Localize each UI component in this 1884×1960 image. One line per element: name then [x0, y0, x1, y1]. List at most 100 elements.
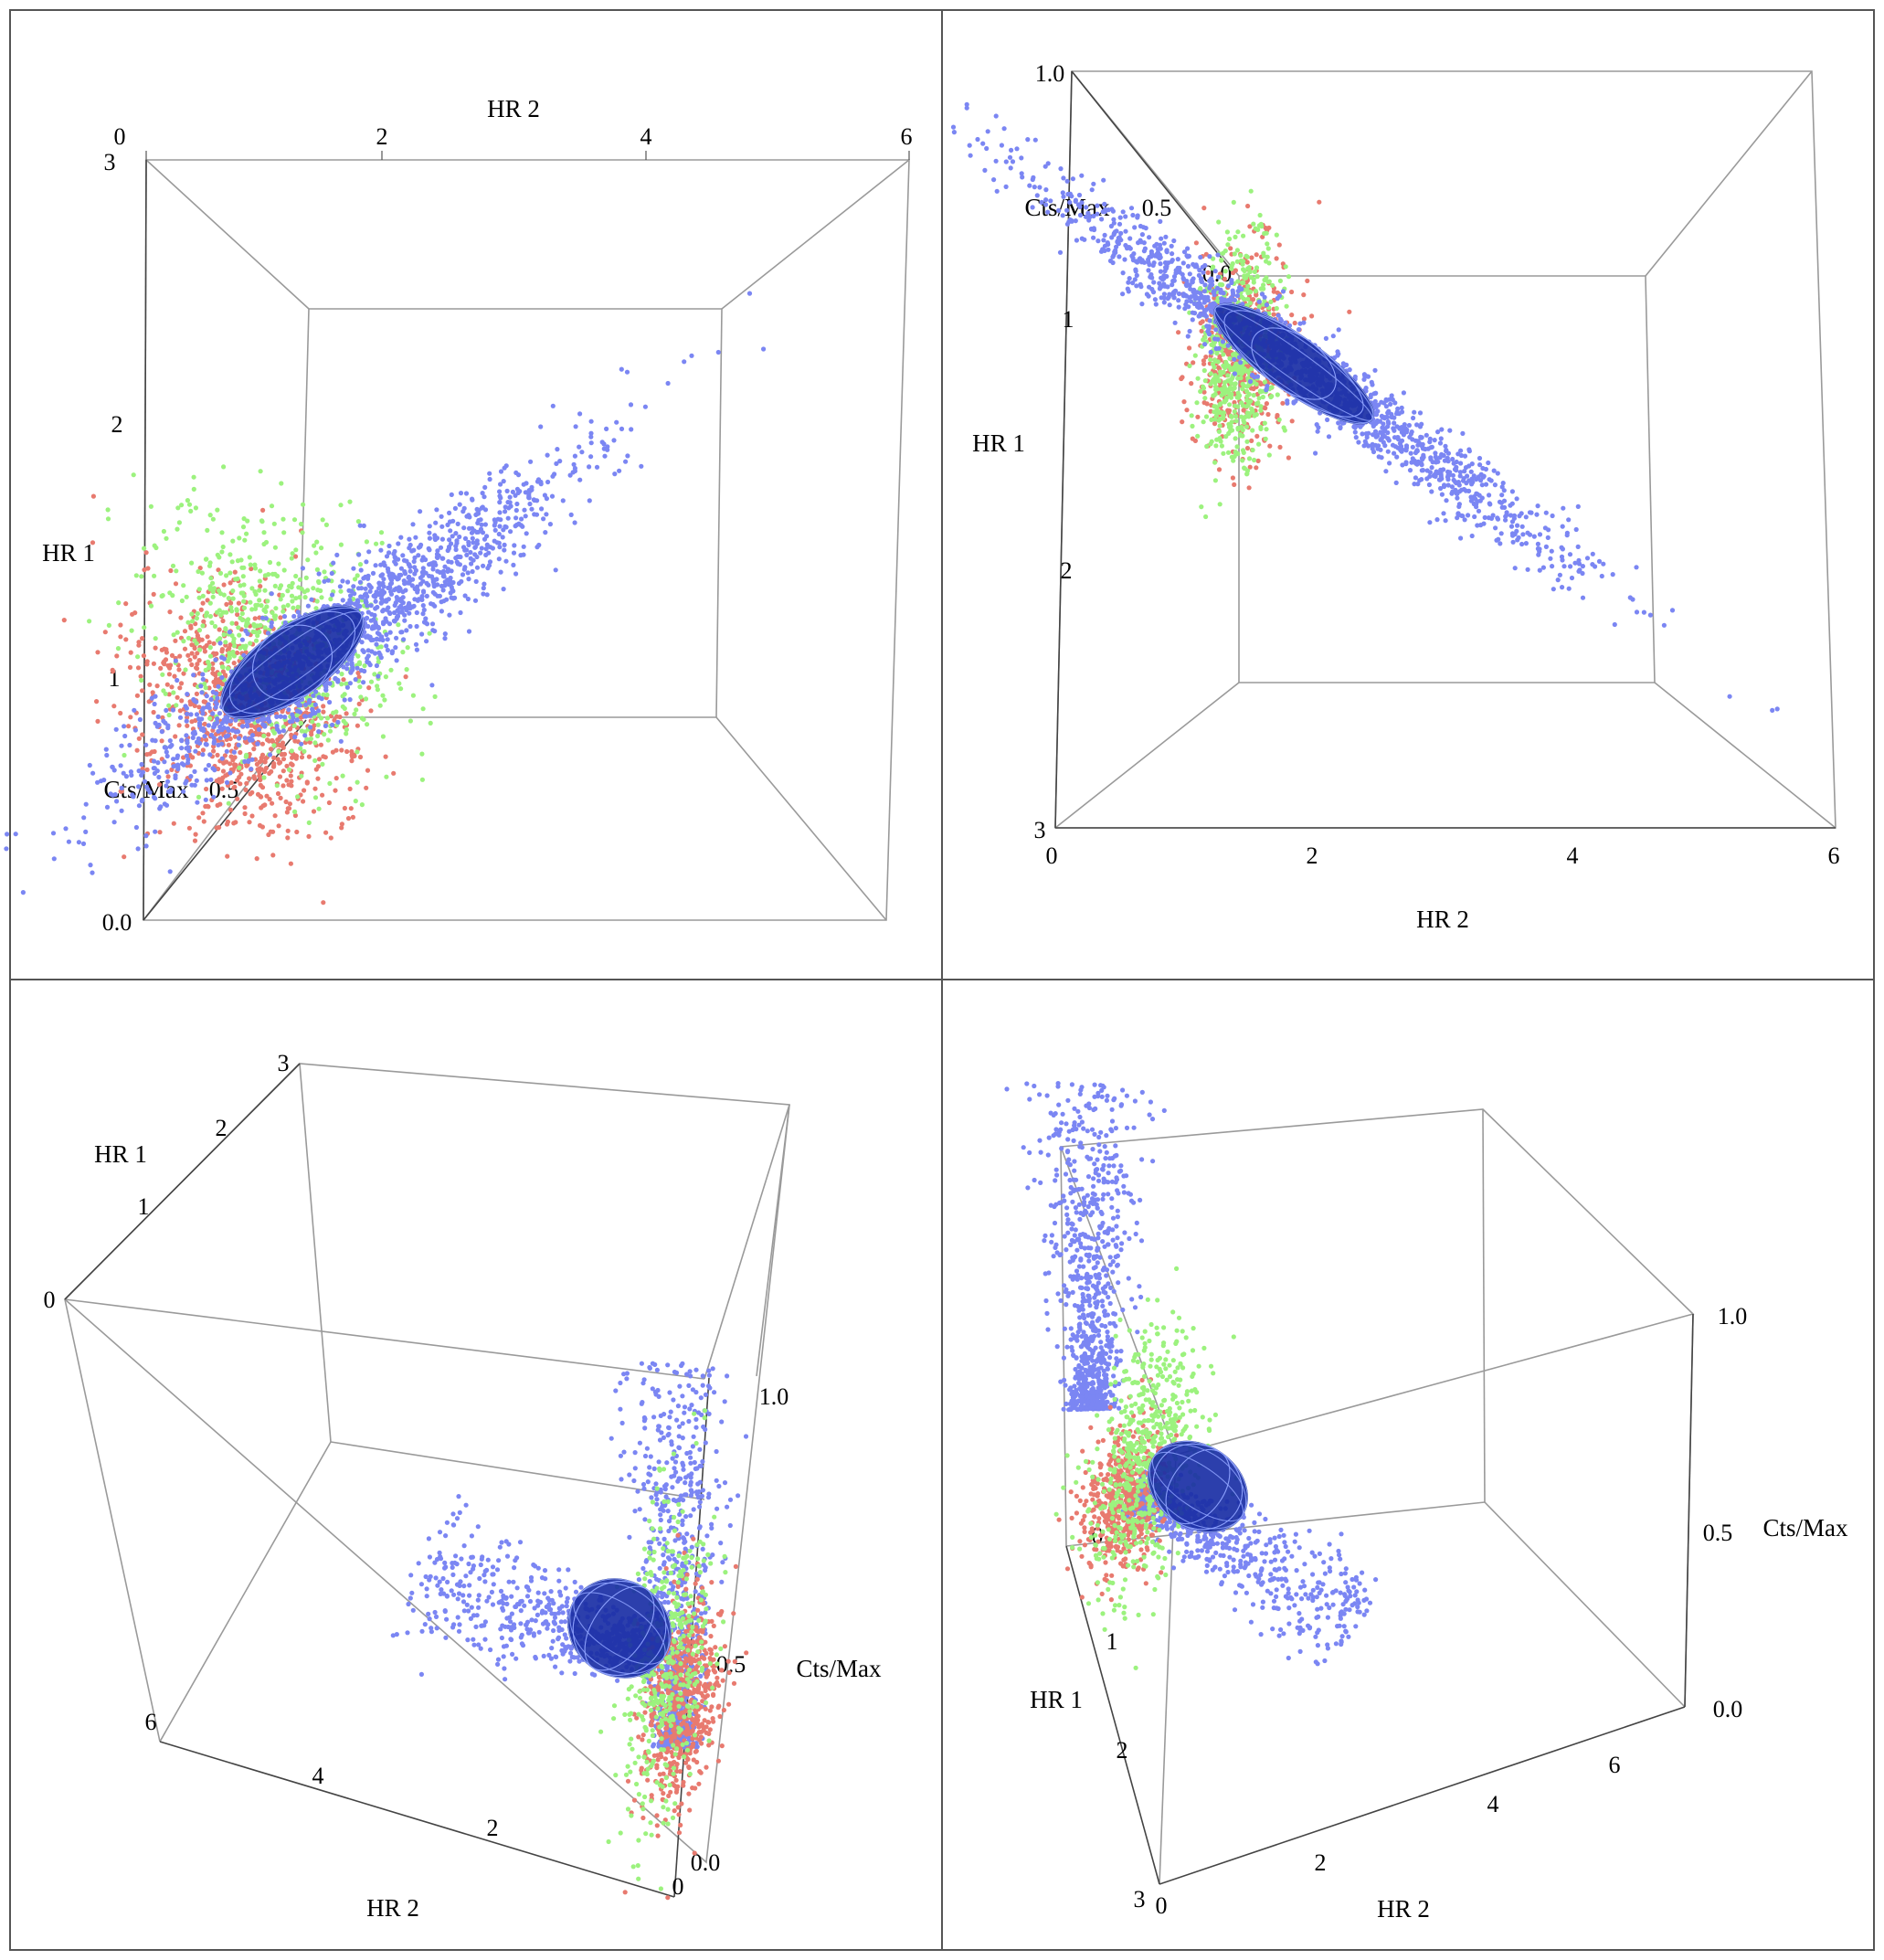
green-point — [175, 526, 180, 532]
blue-point — [497, 524, 503, 529]
blue-point — [358, 668, 365, 673]
blue-point — [524, 531, 529, 536]
blue-point — [398, 566, 404, 571]
blue-point — [1379, 455, 1384, 461]
green-point — [1260, 394, 1265, 400]
blue-point — [484, 592, 490, 598]
red-point — [192, 838, 198, 843]
blue-point — [402, 618, 407, 623]
blue-point — [1458, 461, 1464, 466]
blue-point — [380, 637, 386, 643]
green-point — [240, 524, 247, 530]
green-point — [1258, 426, 1264, 431]
blue-point — [458, 609, 463, 616]
green-point — [1216, 429, 1222, 434]
red-point — [165, 774, 171, 779]
green-point — [384, 774, 389, 779]
blue-point — [588, 434, 594, 440]
blue-point — [1444, 498, 1449, 503]
green-point — [1211, 393, 1216, 398]
blue-point — [1132, 225, 1138, 230]
blue-point — [155, 760, 161, 766]
blue-point — [437, 593, 442, 599]
green-point — [289, 748, 294, 754]
ellipsoid-meridian — [252, 624, 333, 701]
green-point — [1262, 420, 1267, 426]
blue-point — [349, 662, 355, 668]
blue-point — [236, 742, 241, 747]
blue-point — [682, 359, 687, 365]
blue-point — [398, 630, 404, 635]
green-point — [1234, 444, 1240, 450]
red-point — [277, 774, 283, 779]
green-point — [362, 663, 367, 669]
green-point — [217, 591, 224, 597]
blue-point — [478, 526, 484, 532]
green-point — [237, 632, 242, 638]
green-point — [358, 694, 364, 700]
red-point — [356, 674, 362, 680]
blue-point — [420, 566, 426, 571]
green-point — [1239, 424, 1244, 429]
blue-point — [521, 544, 526, 549]
blue-point — [469, 561, 474, 567]
blue-point — [210, 711, 216, 716]
blue-point — [1508, 503, 1513, 508]
green-point — [312, 543, 317, 548]
green-point — [202, 681, 207, 687]
hr2-tick-label: 6 — [1828, 842, 1840, 869]
blue-point — [430, 567, 436, 572]
blue-point — [993, 113, 999, 119]
blue-point — [136, 768, 142, 774]
green-point — [200, 623, 206, 629]
blue-point — [1476, 508, 1482, 514]
blue-point — [1234, 293, 1241, 299]
blue-point — [604, 426, 609, 431]
red-point — [1198, 320, 1203, 326]
blue-point — [1388, 401, 1393, 407]
blue-point — [169, 742, 175, 748]
red-point — [128, 650, 133, 655]
blue-point — [470, 497, 475, 503]
blue-point — [503, 509, 508, 514]
blue-point — [1202, 342, 1208, 347]
blue-point — [241, 652, 247, 658]
blue-point — [1612, 621, 1617, 628]
red-point — [270, 853, 276, 858]
red-point — [287, 801, 292, 807]
green-point — [1247, 301, 1253, 306]
red-point — [144, 662, 150, 667]
green-point — [368, 679, 375, 684]
blue-point — [104, 804, 111, 810]
green-point — [1276, 417, 1282, 422]
blue-point — [502, 542, 507, 548]
red-point — [277, 760, 282, 766]
red-point — [262, 802, 268, 808]
red-point — [150, 690, 155, 695]
blue-point — [423, 570, 429, 576]
blue-point — [184, 753, 189, 758]
blue-point — [372, 651, 378, 656]
red-point — [134, 693, 140, 698]
blue-point — [1139, 302, 1145, 307]
frame-edge — [1054, 682, 1240, 829]
red-point — [205, 598, 210, 603]
blue-point — [481, 586, 486, 591]
red-point — [153, 645, 158, 651]
blue-point — [448, 528, 453, 534]
blue-point — [1215, 252, 1221, 258]
red-point — [228, 600, 234, 606]
blue-point — [307, 697, 312, 704]
green-point — [1219, 387, 1224, 392]
red-point — [366, 685, 372, 691]
green-point — [1254, 274, 1260, 280]
green-point — [1251, 392, 1256, 398]
red-point — [320, 792, 325, 798]
green-point — [299, 773, 304, 779]
blue-point — [170, 707, 176, 713]
green-point — [1284, 303, 1289, 309]
blue-point — [553, 567, 558, 573]
blue-point — [449, 585, 454, 590]
green-point — [271, 730, 277, 736]
blue-point — [1477, 462, 1483, 468]
